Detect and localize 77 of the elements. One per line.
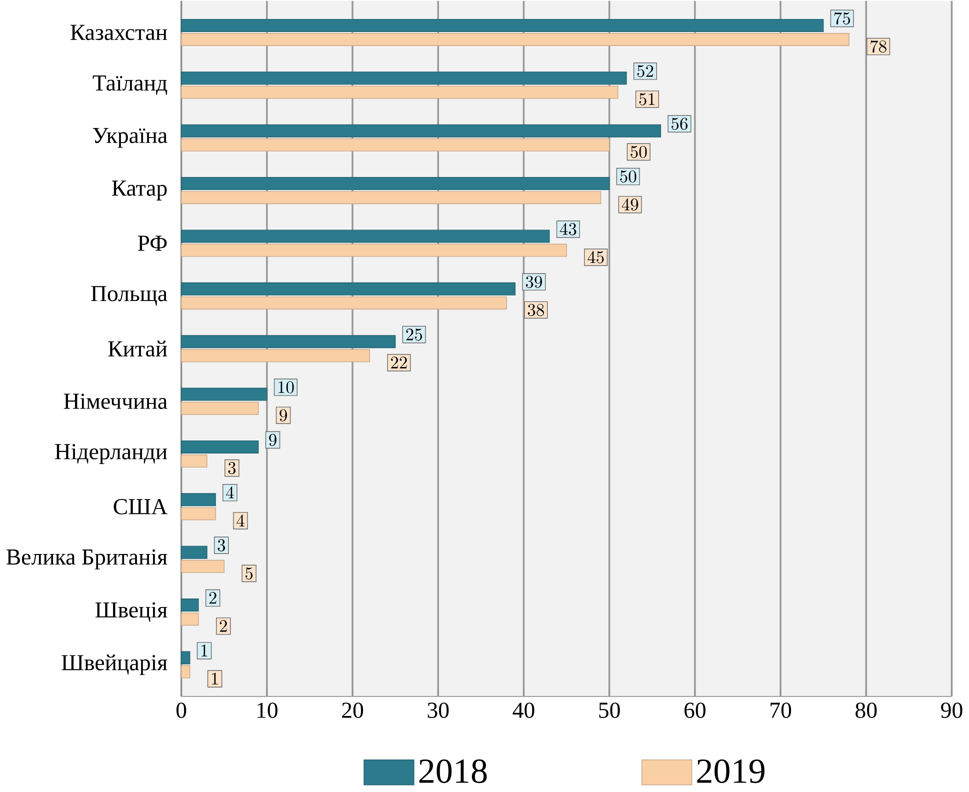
y-tick-label: Польща <box>91 286 168 306</box>
bar <box>180 507 216 520</box>
x-tick-label: 80 <box>856 702 877 718</box>
y-tick-label: Нідерланди <box>55 444 168 464</box>
data-label: 49 <box>622 198 638 210</box>
bar <box>180 32 850 46</box>
y-tick-label: Таїланд <box>92 75 168 95</box>
data-label: 25 <box>406 328 422 340</box>
bar <box>180 546 208 559</box>
bar <box>180 598 199 612</box>
x-tick-label: 50 <box>599 702 620 718</box>
bar <box>180 190 602 204</box>
bar <box>180 334 396 348</box>
y-tick-label: Швеція <box>95 602 168 622</box>
y-tick-label: США <box>114 498 168 514</box>
data-label: 3 <box>218 539 226 552</box>
data-label: 38 <box>528 304 544 316</box>
bar <box>180 18 824 32</box>
data-label: 78 <box>870 40 886 52</box>
bar <box>180 296 507 310</box>
data-label: 4 <box>226 486 234 498</box>
x-tick-label: 40 <box>512 702 534 718</box>
data-label: 52 <box>637 64 654 77</box>
x-tick-label: 10 <box>258 702 278 718</box>
data-label: 50 <box>620 170 636 182</box>
data-label: 1 <box>201 644 208 656</box>
y-tick-label: Україна <box>92 128 168 148</box>
y-tick-label: Катар <box>112 180 167 200</box>
bar <box>180 651 190 664</box>
data-label: 10 <box>278 381 294 394</box>
data-label: 39 <box>526 276 542 288</box>
y-tick-label: Велика Британія <box>6 549 168 570</box>
bar <box>180 440 259 454</box>
x-tick-label: 30 <box>428 702 449 718</box>
data-label: 2 <box>220 620 227 632</box>
data-label: 22 <box>391 356 407 368</box>
data-label: 9 <box>280 409 287 422</box>
x-tick-label: 70 <box>770 702 792 718</box>
data-label: 9 <box>269 434 276 446</box>
legend-label: 2019 <box>697 759 764 783</box>
data-label: 43 <box>560 222 576 236</box>
bar <box>180 612 199 626</box>
data-label: 45 <box>588 250 604 264</box>
bar <box>180 454 208 468</box>
data-label: 51 <box>639 92 655 106</box>
y-tick-label: Китай <box>108 340 168 356</box>
y-tick-label: РФ <box>138 236 167 251</box>
bar <box>180 282 516 296</box>
x-tick-label: 20 <box>342 702 364 718</box>
bar <box>180 86 618 98</box>
bar <box>180 124 662 138</box>
data-label: 3 <box>228 462 236 474</box>
bar <box>180 560 224 573</box>
y-tick-label: Казахстан <box>70 24 168 40</box>
bar <box>180 492 216 506</box>
x-tick-label: 90 <box>941 702 962 718</box>
data-label: 56 <box>672 118 688 130</box>
data-label: 5 <box>246 567 253 580</box>
bar <box>180 348 370 362</box>
bar <box>180 71 627 84</box>
data-label: 1 <box>212 672 218 684</box>
legend-label: 2018 <box>419 759 487 783</box>
data-label: 4 <box>236 514 244 526</box>
data-label: 50 <box>630 146 647 158</box>
data-label: 75 <box>834 12 850 24</box>
y-tick-label: Швейцарія <box>62 654 168 675</box>
data-label: 2 <box>209 592 216 604</box>
bar <box>180 388 268 401</box>
bar <box>180 402 259 415</box>
x-tick-label: 60 <box>684 702 706 718</box>
bar <box>180 230 550 243</box>
bar <box>180 138 610 152</box>
bar <box>180 665 190 678</box>
bar <box>180 176 610 190</box>
x-tick-label: 0 <box>176 702 186 718</box>
y-tick-label: Німеччина <box>64 393 168 409</box>
bar <box>180 244 567 257</box>
